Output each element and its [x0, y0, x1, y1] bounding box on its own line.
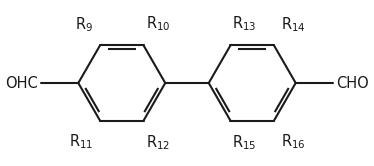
- Text: R$_{15}$: R$_{15}$: [232, 133, 256, 152]
- Text: R$_{9}$: R$_{9}$: [75, 15, 93, 34]
- Text: R$_{16}$: R$_{16}$: [281, 132, 306, 151]
- Text: R$_{14}$: R$_{14}$: [281, 15, 306, 34]
- Text: R$_{11}$: R$_{11}$: [69, 132, 93, 151]
- Text: R$_{13}$: R$_{13}$: [232, 14, 256, 33]
- Text: R$_{10}$: R$_{10}$: [146, 14, 171, 33]
- Text: R$_{12}$: R$_{12}$: [146, 133, 171, 152]
- Text: CHO: CHO: [337, 76, 369, 90]
- Text: OHC: OHC: [5, 76, 37, 90]
